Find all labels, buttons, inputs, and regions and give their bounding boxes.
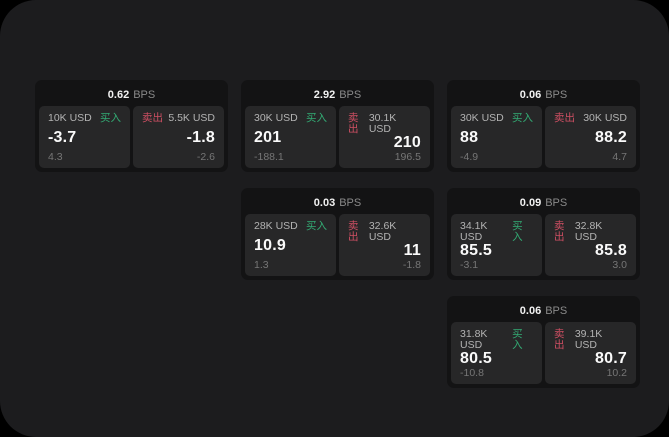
- sell-amount: 30.1K USD: [368, 112, 397, 135]
- buy-side-label: 买入: [512, 328, 523, 351]
- bps-unit-label: BPS: [545, 197, 568, 209]
- buy-price: 10.9: [254, 236, 286, 254]
- buy-sell-panels: 30K USD 买入 88 -4.9 卖出 30K USD 88.2 4.7: [451, 106, 636, 168]
- buy-price: 201: [254, 128, 282, 146]
- sell-amount: 32.6K USD: [368, 220, 397, 243]
- sell-panel[interactable]: 卖出 30K USD 88.2 4.7: [545, 106, 636, 168]
- sell-panel[interactable]: 卖出 32.8K USD 85.8 3.0: [545, 214, 636, 276]
- buy-side-label: 买入: [512, 112, 533, 124]
- buy-sell-panels: 30K USD 买入 201 -188.1 卖出 30.1K USD 210 1…: [245, 106, 430, 168]
- buy-panel[interactable]: 31.8K USD 买入 80.5 -10.8: [451, 322, 542, 384]
- sell-side-label: 卖出: [554, 328, 565, 351]
- buy-sell-panels: 28K USD 买入 10.9 1.3 卖出 32.6K USD 11 -1.8: [245, 214, 430, 276]
- sell-price: 11: [403, 241, 421, 259]
- sell-panel[interactable]: 卖出 30.1K USD 210 196.5: [339, 106, 430, 168]
- buy-amount: 34.1K USD: [460, 220, 488, 243]
- sell-sub-value: 196.5: [394, 150, 421, 163]
- buy-sub-value: -10.8: [460, 366, 484, 379]
- bps-value: 0.06: [519, 89, 542, 101]
- card-header: 0.09 BPS: [451, 192, 636, 214]
- buy-side-label: 买入: [100, 112, 121, 124]
- bps-unit-label: BPS: [133, 89, 156, 101]
- sell-price: 88.2: [595, 128, 627, 146]
- buy-amount: 31.8K USD: [460, 328, 488, 351]
- bps-value: 0.03: [313, 197, 336, 209]
- buy-sub-value: 4.3: [48, 150, 63, 163]
- sell-panel[interactable]: 卖出 5.5K USD -1.8 -2.6: [133, 106, 224, 168]
- card-header: 0.62 BPS: [39, 84, 224, 106]
- card-header: 0.03 BPS: [245, 192, 430, 214]
- sell-amount: 30K USD: [583, 112, 627, 124]
- buy-panel[interactable]: 28K USD 买入 10.9 1.3: [245, 214, 336, 276]
- sell-panel[interactable]: 卖出 39.1K USD 80.7 10.2: [545, 322, 636, 384]
- bps-value: 0.06: [519, 305, 542, 317]
- card-header: 0.06 BPS: [451, 84, 636, 106]
- sell-side-label: 卖出: [348, 220, 359, 243]
- buy-sub-value: -4.9: [460, 150, 479, 163]
- quote-card-grid: 0.62 BPS 10K USD 买入 -3.7 4.3 卖出 5.5K USD: [35, 80, 640, 388]
- quote-card: 0.06 BPS 31.8K USD 买入 80.5 -10.8 卖出 39.1…: [447, 296, 640, 388]
- sell-sub-value: 4.7: [612, 150, 627, 163]
- bps-value: 0.62: [107, 89, 130, 101]
- buy-panel[interactable]: 30K USD 买入 88 -4.9: [451, 106, 542, 168]
- buy-sell-panels: 34.1K USD 买入 85.5 -3.1 卖出 32.8K USD 85.8…: [451, 214, 636, 276]
- sell-sub-value: -2.6: [196, 150, 215, 163]
- sell-price: 85.8: [595, 241, 627, 259]
- buy-price: 88: [460, 128, 479, 146]
- sell-side-label: 卖出: [554, 112, 575, 124]
- buy-sub-value: -188.1: [254, 150, 284, 163]
- quote-card: 0.06 BPS 30K USD 买入 88 -4.9 卖出 30K USD: [447, 80, 640, 172]
- sell-sub-value: 10.2: [606, 366, 627, 379]
- buy-side-label: 买入: [512, 220, 523, 243]
- bps-value: 2.92: [313, 89, 336, 101]
- buy-sub-value: -3.1: [460, 258, 479, 271]
- card-header: 0.06 BPS: [451, 300, 636, 322]
- sell-side-label: 卖出: [348, 112, 359, 135]
- sell-panel[interactable]: 卖出 32.6K USD 11 -1.8: [339, 214, 430, 276]
- buy-price: -3.7: [48, 128, 77, 146]
- buy-amount: 28K USD: [254, 220, 298, 232]
- card-header: 2.92 BPS: [245, 84, 430, 106]
- buy-sell-panels: 10K USD 买入 -3.7 4.3 卖出 5.5K USD -1.8 -2.…: [39, 106, 224, 168]
- buy-panel[interactable]: 34.1K USD 买入 85.5 -3.1: [451, 214, 542, 276]
- sell-price: 80.7: [595, 349, 627, 367]
- sell-price: -1.8: [186, 128, 215, 146]
- sell-amount: 32.8K USD: [574, 220, 603, 243]
- bps-unit-label: BPS: [339, 89, 362, 101]
- bps-unit-label: BPS: [339, 197, 362, 209]
- sell-side-label: 卖出: [142, 112, 163, 124]
- buy-side-label: 买入: [306, 112, 327, 124]
- buy-amount: 30K USD: [460, 112, 504, 124]
- buy-sell-panels: 31.8K USD 买入 80.5 -10.8 卖出 39.1K USD 80.…: [451, 322, 636, 384]
- buy-amount: 30K USD: [254, 112, 298, 124]
- bps-unit-label: BPS: [545, 305, 568, 317]
- bps-unit-label: BPS: [545, 89, 568, 101]
- buy-amount: 10K USD: [48, 112, 92, 124]
- buy-side-label: 买入: [306, 220, 327, 232]
- buy-price: 80.5: [460, 349, 492, 367]
- bps-value: 0.09: [519, 197, 542, 209]
- sell-amount: 5.5K USD: [168, 112, 215, 124]
- buy-price: 85.5: [460, 241, 492, 259]
- sell-sub-value: -1.8: [402, 258, 421, 271]
- quote-card: 0.09 BPS 34.1K USD 买入 85.5 -3.1 卖出 32.8K…: [447, 188, 640, 280]
- buy-panel[interactable]: 10K USD 买入 -3.7 4.3: [39, 106, 130, 168]
- sell-side-label: 卖出: [554, 220, 565, 243]
- buy-panel[interactable]: 30K USD 买入 201 -188.1: [245, 106, 336, 168]
- quote-card: 0.62 BPS 10K USD 买入 -3.7 4.3 卖出 5.5K USD: [35, 80, 228, 172]
- sell-sub-value: 3.0: [612, 258, 627, 271]
- sell-price: 210: [393, 133, 421, 151]
- quote-card: 0.03 BPS 28K USD 买入 10.9 1.3 卖出 32.6K US…: [241, 188, 434, 280]
- buy-sub-value: 1.3: [254, 258, 269, 271]
- sell-amount: 39.1K USD: [574, 328, 603, 351]
- quote-card: 2.92 BPS 30K USD 买入 201 -188.1 卖出 30.1K …: [241, 80, 434, 172]
